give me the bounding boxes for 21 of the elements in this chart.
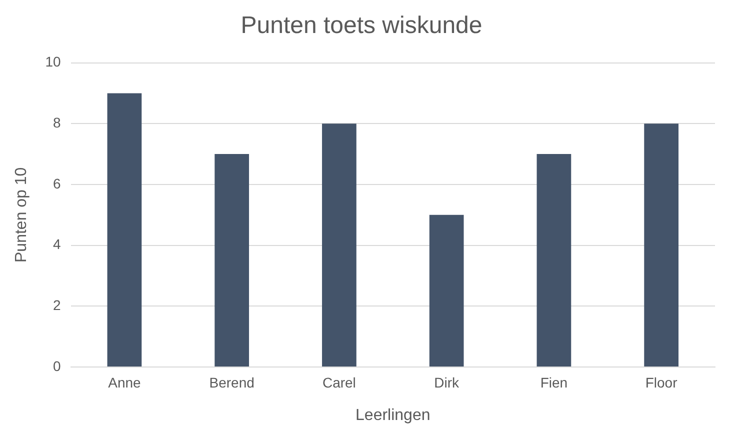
bar (107, 93, 142, 366)
y-axis-title: Punten op 10 (13, 167, 30, 262)
x-tick-label: Carel (322, 374, 356, 390)
x-tick-label: Floor (645, 374, 678, 390)
x-tick-label: Dirk (434, 374, 460, 390)
x-axis-title: Leerlingen (356, 406, 430, 424)
y-tick-label: 4 (52, 236, 61, 252)
x-tick-label: Berend (209, 374, 254, 390)
bar (429, 214, 464, 366)
bar (214, 154, 250, 366)
y-tick-label: 6 (52, 175, 61, 192)
bar (644, 124, 678, 366)
x-tick-label: Anne (108, 374, 142, 390)
x-tick-label: Fien (540, 374, 568, 390)
bar (536, 154, 572, 366)
chart-title: Punten toets wiskunde (240, 12, 482, 40)
y-tick-label: 8 (52, 114, 61, 130)
y-tick-label: 0 (52, 358, 61, 374)
y-tick-label: 10 (45, 54, 61, 70)
bar (322, 124, 356, 366)
y-tick-label: 2 (52, 297, 61, 314)
